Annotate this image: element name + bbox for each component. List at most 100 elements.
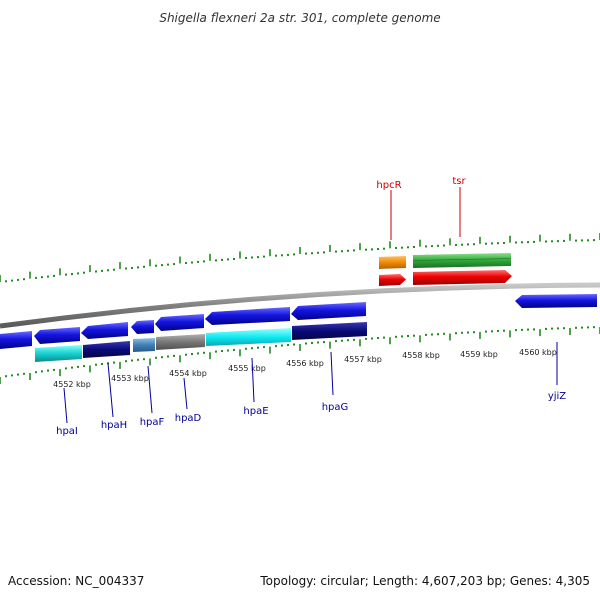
minor-tick: [575, 326, 577, 329]
minor-tick: [365, 337, 367, 340]
genome-summary-text: Topology: circular; Length: 4,607,203 bp…: [260, 574, 590, 588]
forward-strand: hpcR tsr: [376, 176, 512, 286]
minor-tick: [587, 239, 589, 242]
minor-tick: [17, 278, 19, 281]
gene-tsr-arrow[interactable]: [413, 270, 512, 285]
minor-tick: [491, 242, 493, 245]
gene-label-hpaE[interactable]: hpaE: [243, 406, 268, 417]
minor-tick: [521, 328, 523, 331]
axis-labels: 4552 kbp 4553 kbp 4554 kbp 4555 kbp 4556…: [53, 348, 557, 389]
gene-hpaF-category[interactable]: [133, 338, 155, 352]
minor-tick: [101, 363, 103, 365]
gene-hpaG-category[interactable]: [292, 322, 367, 340]
axis-label: 4554 kbp: [169, 369, 207, 378]
minor-tick: [551, 240, 553, 243]
minor-tick: [293, 253, 295, 256]
minor-tick: [275, 254, 277, 257]
gene-label-hpaD[interactable]: hpaD: [175, 413, 202, 424]
minor-tick: [221, 258, 223, 261]
minor-tick: [257, 346, 259, 349]
minor-tick: [533, 328, 535, 331]
gene-hpaG-arrow[interactable]: [291, 302, 366, 320]
minor-tick: [371, 248, 373, 251]
gene-tsr-category[interactable]: [413, 253, 511, 268]
gene-yjiZ-arrow[interactable]: [515, 294, 597, 308]
minor-tick: [431, 245, 433, 248]
minor-tick: [527, 328, 529, 331]
gene-hpaH-category[interactable]: [83, 341, 130, 358]
minor-tick: [35, 276, 37, 279]
gene-hpaE-category[interactable]: [206, 328, 291, 346]
minor-tick: [5, 375, 7, 378]
minor-tick: [365, 248, 367, 251]
gene-hpaH-arrow[interactable]: [81, 322, 128, 339]
gene-hpcR-category[interactable]: [379, 256, 406, 269]
minor-tick: [413, 246, 415, 248]
gene-label-hpaG[interactable]: hpaG: [322, 402, 349, 413]
minor-tick: [35, 371, 37, 374]
gene-hpaD-arrow[interactable]: [155, 314, 204, 331]
axis-label: 4555 kbp: [228, 364, 266, 373]
reverse-gene-labels: hpaI hpaH hpaF hpaD hpaE hpaG yjiZ: [56, 342, 566, 437]
gene-hpaD-category[interactable]: [156, 334, 205, 350]
minor-tick: [95, 270, 97, 273]
minor-tick: [317, 341, 319, 344]
gene-label-hpaF[interactable]: hpaF: [140, 417, 165, 428]
minor-tick: [125, 267, 127, 270]
minor-tick: [245, 347, 247, 350]
minor-tick: [77, 272, 79, 275]
minor-tick: [131, 359, 133, 362]
gene-hpaF-arrow[interactable]: [131, 320, 154, 334]
minor-tick: [515, 329, 517, 332]
gene-label-hpaH[interactable]: hpaH: [101, 420, 127, 431]
minor-tick: [137, 358, 139, 361]
minor-tick: [593, 326, 595, 329]
minor-tick: [233, 348, 235, 351]
minor-tick: [533, 240, 535, 243]
minor-tick: [473, 243, 475, 246]
minor-tick: [161, 356, 163, 359]
gene-hpaI-arrow[interactable]: [34, 327, 80, 344]
gene-label-tsr[interactable]: tsr: [452, 176, 466, 187]
minor-tick: [263, 346, 265, 349]
minor-tick: [197, 352, 199, 355]
gene-hpcR-arrow[interactable]: [379, 274, 406, 286]
minor-tick: [185, 353, 187, 356]
minor-tick: [377, 337, 379, 339]
gene-partial-left-arrow[interactable]: [0, 331, 32, 349]
gene-hpaI-category[interactable]: [35, 345, 82, 362]
minor-tick: [137, 266, 139, 269]
minor-tick: [251, 347, 253, 350]
minor-tick: [581, 326, 583, 329]
minor-tick: [521, 241, 523, 244]
minor-tick: [197, 260, 199, 263]
minor-tick: [461, 243, 463, 246]
axis-label: 4556 kbp: [286, 359, 324, 368]
minor-tick: [143, 358, 145, 361]
minor-tick: [131, 267, 133, 269]
gene-label-hpaI[interactable]: hpaI: [56, 426, 78, 437]
minor-tick: [407, 335, 409, 337]
minor-tick: [395, 247, 397, 249]
minor-tick: [101, 269, 103, 272]
reverse-strand: [0, 294, 597, 349]
minor-tick: [581, 239, 583, 242]
minor-tick: [47, 275, 49, 278]
minor-tick: [317, 251, 319, 254]
gene-hpaE-arrow[interactable]: [205, 307, 290, 325]
gene-label-hpcR[interactable]: hpcR: [376, 180, 401, 191]
minor-tick: [203, 260, 205, 263]
minor-tick: [185, 262, 187, 264]
gene-label-yjiZ[interactable]: yjiZ: [548, 391, 566, 402]
minor-tick: [395, 335, 397, 338]
minor-tick: [341, 339, 343, 342]
minor-tick: [551, 327, 553, 330]
minor-tick: [425, 333, 427, 336]
minor-tick: [221, 350, 223, 352]
genome-backbone: [0, 282, 600, 329]
minor-tick: [575, 239, 577, 242]
minor-tick: [293, 343, 295, 346]
minor-tick: [491, 330, 493, 333]
minor-tick: [167, 263, 169, 266]
